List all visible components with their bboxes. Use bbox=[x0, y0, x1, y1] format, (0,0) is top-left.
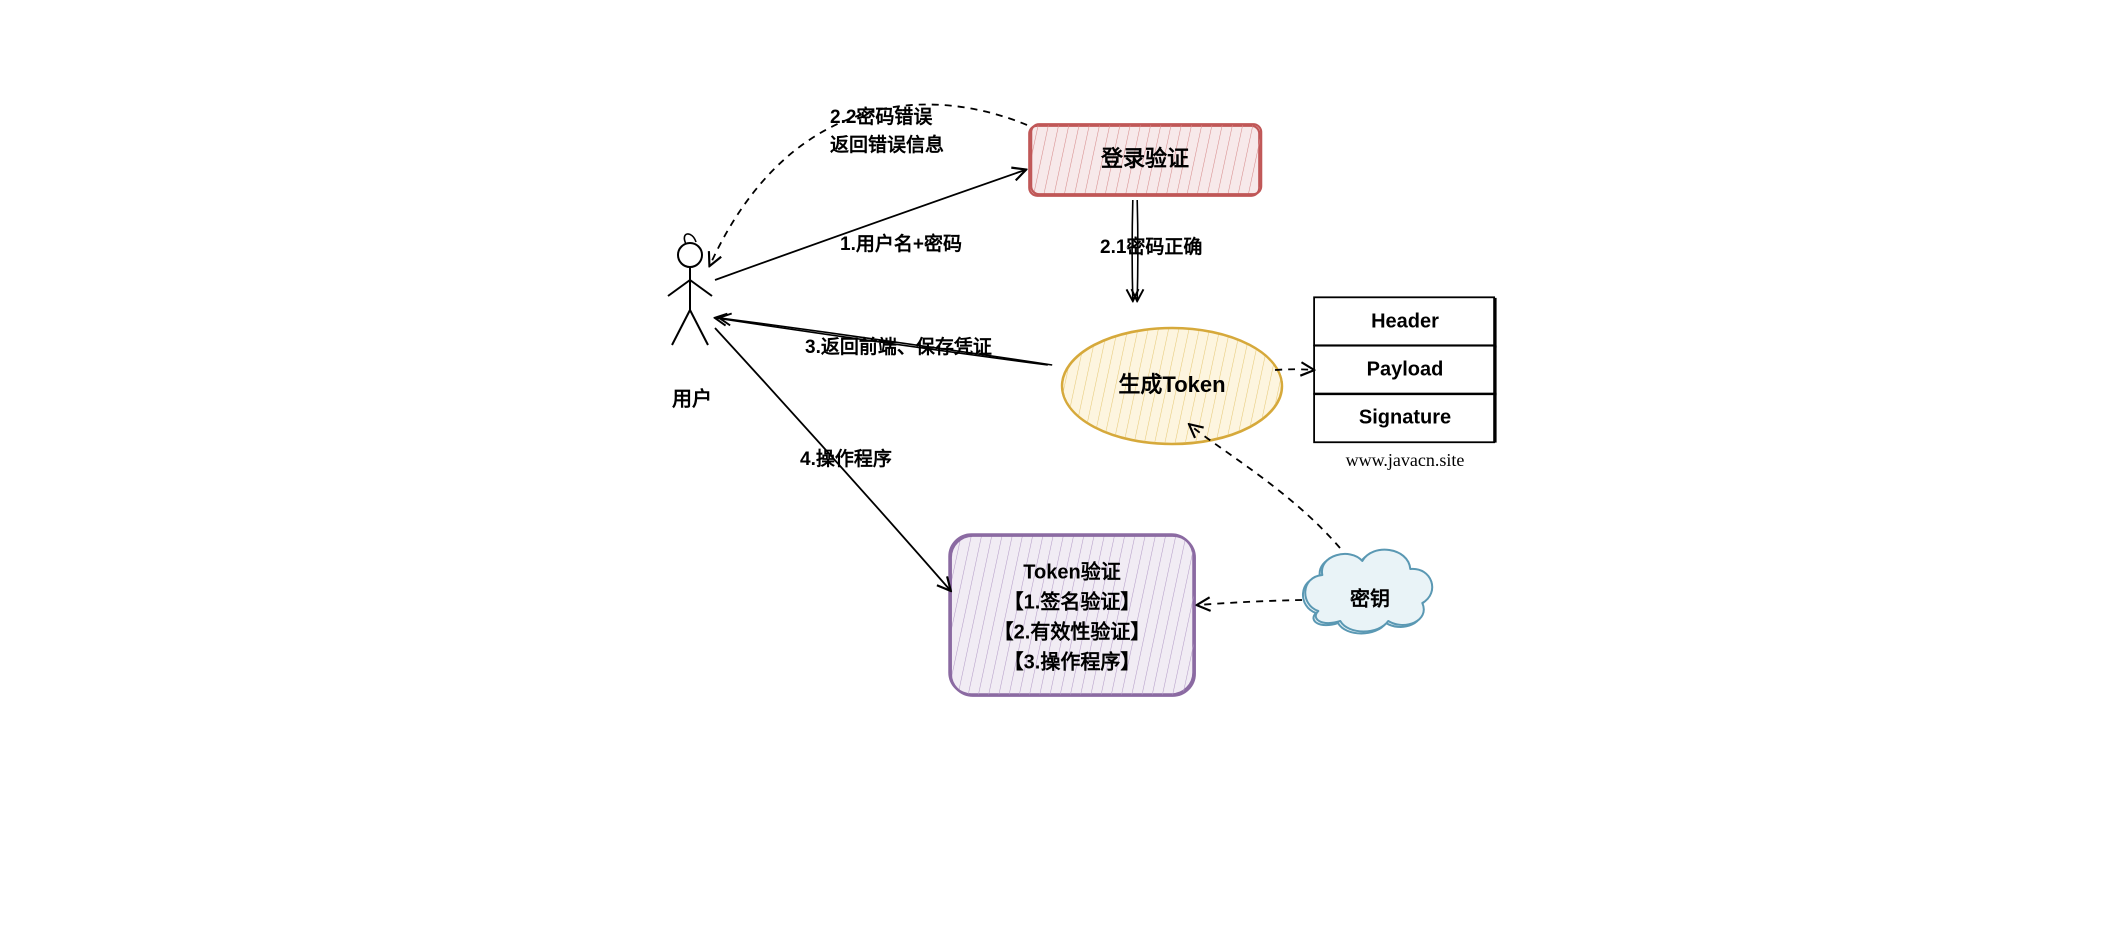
user-actor bbox=[660, 220, 730, 410]
svg-text:4.操作程序: 4.操作程序 bbox=[800, 447, 892, 470]
svg-text:登录验证: 登录验证 bbox=[1100, 146, 1189, 171]
svg-text:Token验证: Token验证 bbox=[1023, 559, 1120, 583]
svg-text:密钥: 密钥 bbox=[1350, 586, 1390, 610]
svg-text:3.返回前端、保存凭证: 3.返回前端、保存凭证 bbox=[805, 335, 992, 358]
svg-text:返回错误信息: 返回错误信息 bbox=[830, 133, 944, 156]
svg-text:2.2密码错误: 2.2密码错误 bbox=[830, 105, 933, 128]
edge-e1 bbox=[715, 170, 1025, 280]
edge-e5 bbox=[1275, 369, 1313, 370]
svg-text:【3.操作程序】: 【3.操作程序】 bbox=[1004, 649, 1141, 673]
svg-text:1.用户名+密码: 1.用户名+密码 bbox=[840, 232, 962, 255]
edge-e7 bbox=[1190, 425, 1340, 548]
svg-text:生成Token: 生成Token bbox=[1118, 372, 1225, 397]
source-caption: www.javacn.site bbox=[1346, 450, 1465, 470]
jwt-structure-table bbox=[1315, 298, 1495, 442]
edge-e6 bbox=[1198, 600, 1302, 605]
svg-text:【2.有效性验证】: 【2.有效性验证】 bbox=[994, 619, 1151, 643]
svg-text:【1.签名验证】: 【1.签名验证】 bbox=[1004, 589, 1141, 613]
svg-text:2.1密码正确: 2.1密码正确 bbox=[1100, 235, 1202, 258]
